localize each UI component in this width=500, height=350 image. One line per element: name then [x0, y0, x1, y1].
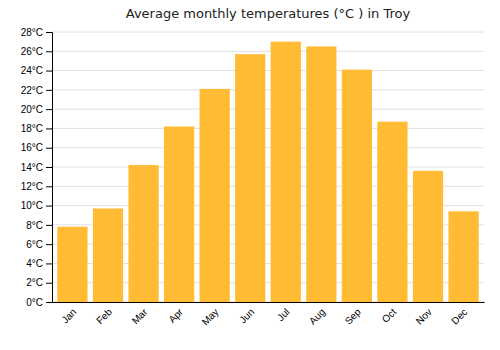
x-axis-line: [53, 302, 485, 303]
y-axis-line: [46, 33, 53, 303]
x-tick: Jun: [237, 302, 256, 325]
y-tick-label: 26°C: [21, 46, 43, 57]
y-tick: 18°C: [21, 123, 52, 134]
x-tick-label: Mar: [130, 306, 150, 326]
x-tick: May: [200, 302, 221, 327]
y-tick: 8°C: [26, 220, 52, 231]
x-tick: Aug: [307, 302, 327, 327]
bar: [200, 89, 230, 302]
y-tick-label: 12°C: [21, 181, 43, 192]
grid-line: [52, 109, 484, 110]
x-tick: Dec: [449, 302, 469, 327]
x-tick-label: May: [200, 306, 221, 327]
y-tick-mark: [46, 51, 52, 52]
x-tick-label: Apr: [166, 306, 185, 325]
y-tick-mark: [46, 109, 52, 110]
y-tick-label: 16°C: [21, 142, 43, 153]
y-tick-label: 22°C: [21, 85, 43, 96]
grid-line: [52, 128, 484, 129]
x-tick-label: Nov: [414, 306, 434, 326]
y-tick: 4°C: [26, 258, 52, 269]
y-tick-mark: [46, 186, 52, 187]
bar: [164, 127, 194, 303]
bar: [57, 227, 87, 302]
y-tick-label: 6°C: [26, 239, 43, 250]
bar: [271, 42, 301, 302]
x-tick-label: Feb: [94, 306, 114, 326]
y-tick: 20°C: [21, 104, 52, 115]
bar: [306, 46, 336, 302]
bar: [413, 171, 443, 302]
y-tick-mark: [46, 244, 52, 245]
grid-line: [52, 89, 484, 90]
x-tick-label: Sep: [343, 306, 364, 327]
bar: [448, 211, 478, 302]
y-tick: 2°C: [26, 277, 52, 288]
x-tick-label: Aug: [307, 306, 327, 326]
y-tick: 0°C: [26, 297, 52, 308]
x-tick: Sep: [343, 302, 364, 327]
bar: [342, 70, 372, 302]
y-tick: 14°C: [21, 162, 52, 173]
x-tick-label: Dec: [449, 306, 469, 326]
y-tick-label: 0°C: [26, 297, 43, 308]
x-tick: Oct: [380, 302, 399, 325]
y-tick-mark: [46, 225, 52, 226]
y-tick-label: 28°C: [21, 27, 43, 38]
y-tick-label: 24°C: [21, 65, 43, 76]
bar: [235, 54, 265, 302]
grid-line: [52, 32, 484, 33]
x-axis: Jan Feb Mar Apr May Jun Jul Aug Sep Oct Nov Dec: [53, 302, 485, 327]
bar: [93, 208, 123, 302]
y-tick-label: 10°C: [21, 200, 43, 211]
title: Average monthly temperatures (°C ) in Tr…: [126, 6, 411, 21]
grid-line: [52, 70, 484, 71]
y-tick-mark: [46, 206, 52, 207]
y-tick-mark: [46, 263, 52, 264]
y-tick: 16°C: [21, 142, 52, 153]
grid: [52, 32, 484, 302]
y-tick: 6°C: [26, 239, 52, 250]
bar: [128, 165, 158, 302]
y-tick-label: 14°C: [21, 162, 43, 173]
plot-area: 0°C 2°C 4°C 6°C 8°C 10°C 12°C 14°C 16°C 18°C 20°C 2…: [21, 27, 485, 328]
y-tick-mark: [46, 90, 52, 91]
y-tick: 28°C: [21, 27, 52, 38]
y-tick-mark: [46, 128, 52, 129]
y-tick-label: 2°C: [26, 277, 43, 288]
y-tick: 10°C: [21, 200, 52, 211]
x-tick: Jul: [275, 302, 292, 323]
x-tick: Mar: [130, 302, 150, 326]
y-tick-mark: [46, 283, 52, 284]
grid-line: [52, 167, 484, 168]
grid-line: [52, 147, 484, 148]
y-tick-mark: [46, 302, 52, 303]
bars: [57, 42, 478, 302]
bar: [377, 122, 407, 302]
x-tick-label: Jun: [237, 306, 256, 325]
y-tick-mark: [46, 148, 52, 149]
chart-container: 0°C 2°C 4°C 6°C 8°C 10°C 12°C 14°C 16°C 18°C 20°C 2…: [0, 0, 500, 350]
y-tick: 22°C: [21, 85, 52, 96]
x-tick: Apr: [166, 302, 185, 325]
x-tick: Feb: [94, 302, 114, 326]
y-tick-mark: [46, 71, 52, 72]
y-tick: 24°C: [21, 65, 52, 76]
y-tick: 12°C: [21, 181, 52, 192]
x-tick-label: Jan: [59, 306, 78, 325]
y-tick-label: 20°C: [21, 104, 43, 115]
y-tick-mark: [46, 167, 52, 168]
y-tick: 26°C: [21, 46, 52, 57]
y-tick-label: 8°C: [26, 220, 43, 231]
chart-svg: 0°C 2°C 4°C 6°C 8°C 10°C 12°C 14°C 16°C 18°C 20°C 2…: [0, 0, 500, 350]
y-tick-label: 4°C: [26, 258, 43, 269]
x-tick-label: Oct: [380, 306, 399, 325]
y-tick-mark: [46, 32, 52, 33]
y-axis: 0°C 2°C 4°C 6°C 8°C 10°C 12°C 14°C 16°C 18°C 20°C 2…: [21, 27, 53, 308]
x-tick-label: Jul: [275, 306, 292, 323]
x-tick: Nov: [414, 302, 434, 327]
y-tick-label: 18°C: [21, 123, 43, 134]
grid-line: [52, 51, 484, 52]
x-tick: Jan: [59, 302, 78, 325]
